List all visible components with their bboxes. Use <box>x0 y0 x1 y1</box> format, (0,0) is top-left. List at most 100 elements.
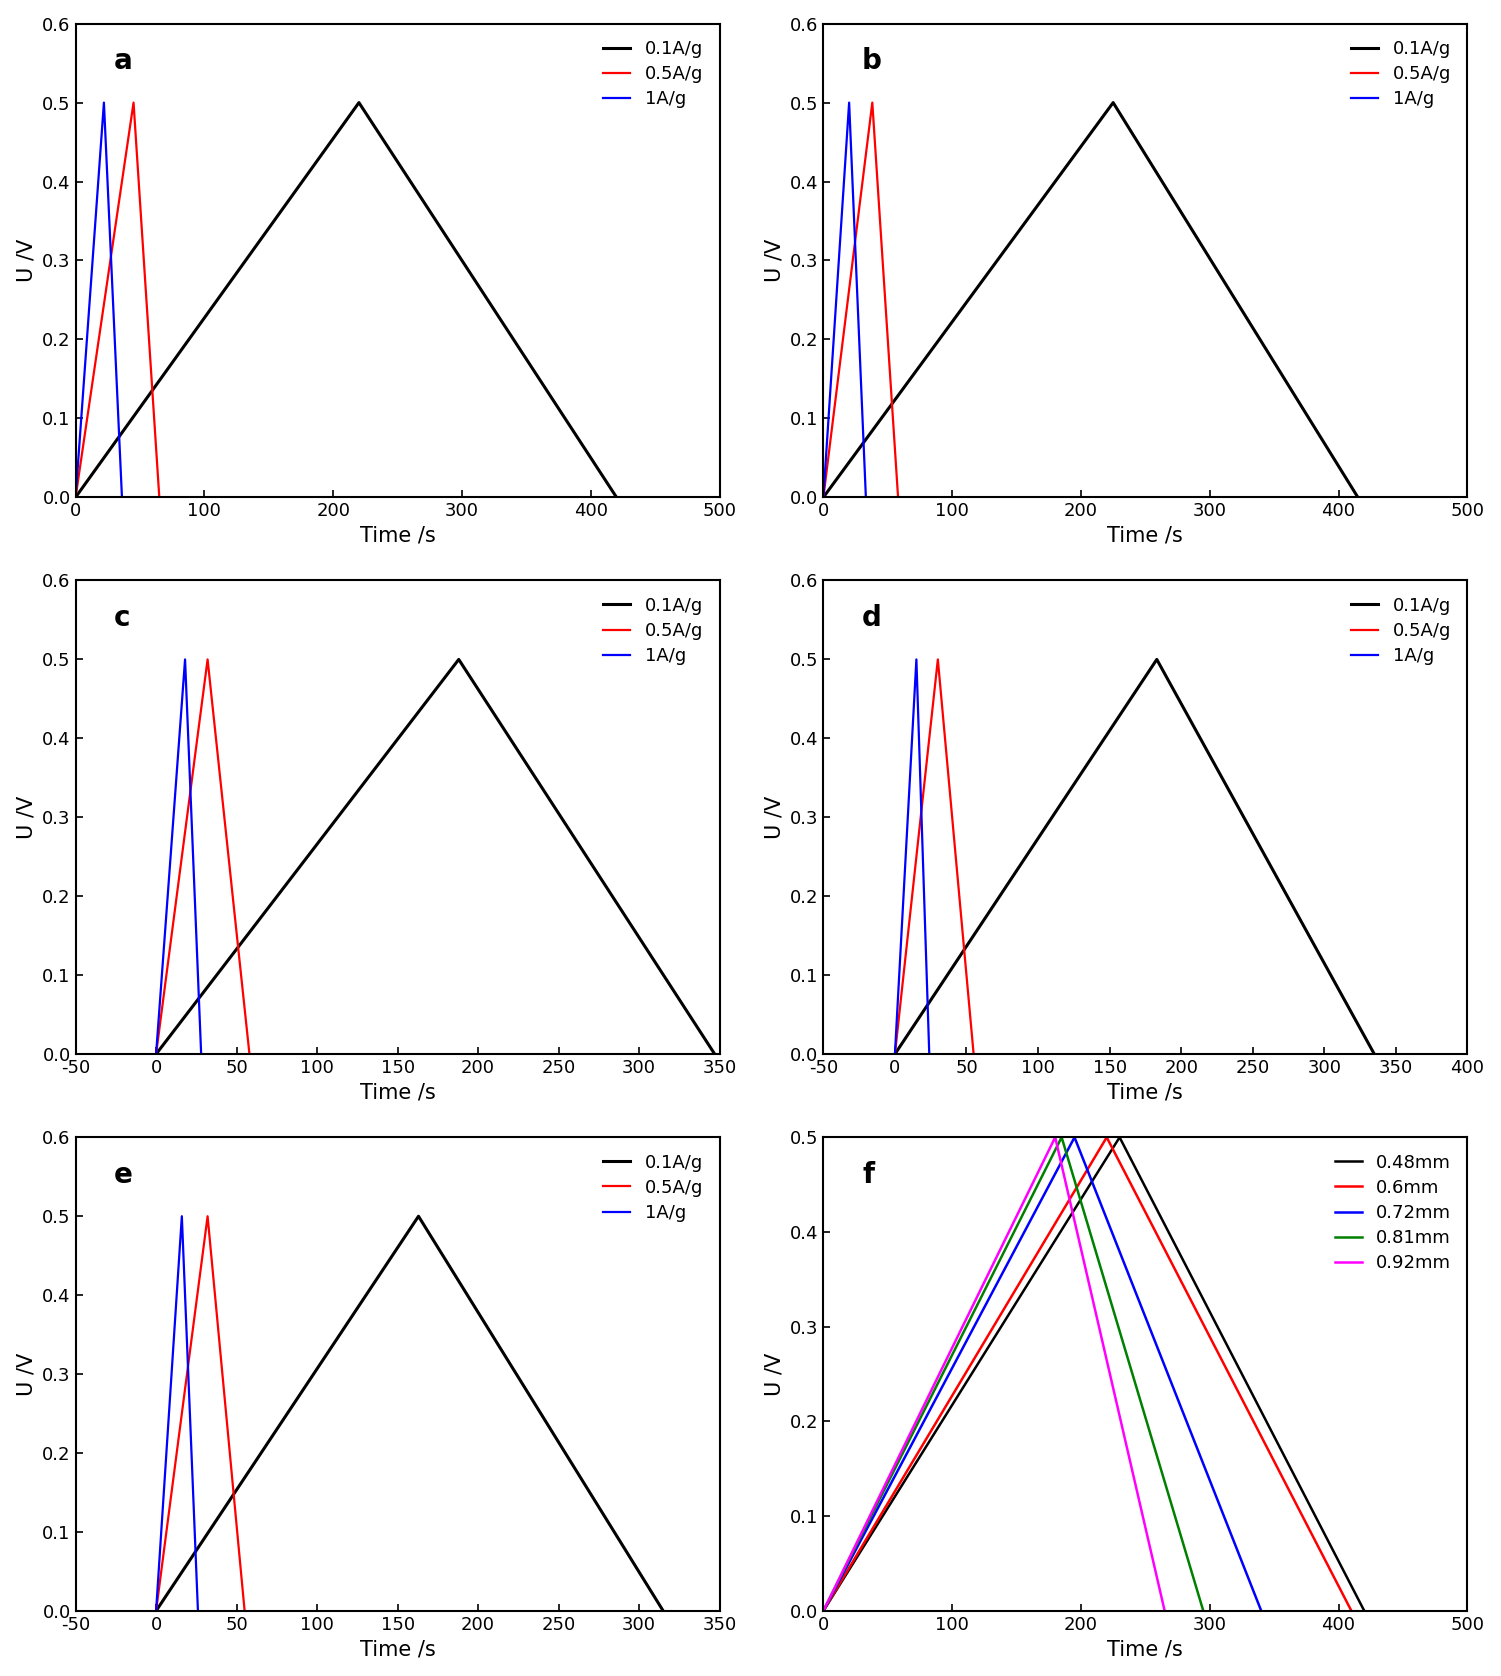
1A/g <box>66 488 84 508</box>
0.81mm <box>815 1601 833 1621</box>
0.5A/g <box>965 1044 983 1064</box>
X-axis label: Time /s: Time /s <box>360 1083 435 1103</box>
X-axis label: Time /s: Time /s <box>1108 1639 1183 1659</box>
0.1A/g <box>608 488 626 508</box>
Line: 0.5A/g: 0.5A/g <box>895 659 974 1054</box>
0.5A/g <box>236 1601 254 1621</box>
0.5A/g <box>147 1601 165 1621</box>
Legend: 0.1A/g, 0.5A/g, 1A/g: 0.1A/g, 0.5A/g, 1A/g <box>596 590 710 672</box>
0.1A/g <box>350 92 368 112</box>
Legend: 0.1A/g, 0.5A/g, 1A/g: 0.1A/g, 0.5A/g, 1A/g <box>596 34 710 116</box>
Y-axis label: U /V: U /V <box>17 1353 36 1396</box>
1A/g <box>815 488 833 508</box>
Text: b: b <box>862 47 883 75</box>
1A/g <box>192 1044 210 1064</box>
0.72mm <box>1252 1601 1270 1621</box>
0.1A/g <box>410 1207 428 1227</box>
Text: f: f <box>862 1161 874 1188</box>
1A/g <box>920 1044 938 1064</box>
Text: d: d <box>862 603 883 632</box>
Y-axis label: U /V: U /V <box>17 796 36 840</box>
0.6mm <box>1342 1601 1360 1621</box>
Line: 0.5A/g: 0.5A/g <box>75 102 159 498</box>
Line: 0.1A/g: 0.1A/g <box>156 659 714 1054</box>
1A/g <box>176 649 194 669</box>
1A/g <box>95 92 113 112</box>
0.1A/g <box>66 488 84 508</box>
1A/g <box>147 1601 165 1621</box>
0.92mm <box>1046 1128 1064 1148</box>
0.5A/g <box>889 488 907 508</box>
X-axis label: Time /s: Time /s <box>360 1639 435 1659</box>
0.6mm <box>815 1601 833 1621</box>
Line: 1A/g: 1A/g <box>895 659 929 1054</box>
Line: 0.5A/g: 0.5A/g <box>824 102 898 498</box>
0.5A/g <box>147 1044 165 1064</box>
0.1A/g <box>1105 92 1123 112</box>
Legend: 0.1A/g, 0.5A/g, 1A/g: 0.1A/g, 0.5A/g, 1A/g <box>596 1146 710 1229</box>
Line: 0.5A/g: 0.5A/g <box>156 1217 245 1611</box>
0.1A/g <box>1349 488 1367 508</box>
Line: 0.1A/g: 0.1A/g <box>156 1217 663 1611</box>
0.1A/g <box>886 1044 904 1064</box>
0.5A/g <box>198 1207 216 1227</box>
0.1A/g <box>450 649 468 669</box>
Text: a: a <box>114 47 134 75</box>
Line: 0.1A/g: 0.1A/g <box>75 102 617 498</box>
0.48mm <box>815 1601 833 1621</box>
1A/g <box>173 1207 191 1227</box>
Line: 0.92mm: 0.92mm <box>824 1138 1165 1611</box>
0.1A/g <box>147 1601 165 1621</box>
0.48mm <box>1355 1601 1373 1621</box>
0.5A/g <box>929 649 947 669</box>
1A/g <box>857 488 875 508</box>
Line: 0.72mm: 0.72mm <box>824 1138 1261 1611</box>
Y-axis label: U /V: U /V <box>764 240 785 282</box>
0.5A/g <box>240 1044 258 1064</box>
0.1A/g <box>705 1044 723 1064</box>
0.5A/g <box>125 92 143 112</box>
Line: 0.1A/g: 0.1A/g <box>824 102 1358 498</box>
0.5A/g <box>150 488 168 508</box>
X-axis label: Time /s: Time /s <box>1108 1083 1183 1103</box>
1A/g <box>886 1044 904 1064</box>
Text: c: c <box>114 603 131 632</box>
Line: 1A/g: 1A/g <box>824 102 866 498</box>
0.5A/g <box>863 92 881 112</box>
0.1A/g <box>654 1601 672 1621</box>
0.92mm <box>1156 1601 1174 1621</box>
1A/g <box>113 488 131 508</box>
Legend: 0.1A/g, 0.5A/g, 1A/g: 0.1A/g, 0.5A/g, 1A/g <box>1343 590 1459 672</box>
Line: 0.1A/g: 0.1A/g <box>895 659 1375 1054</box>
0.81mm <box>1052 1128 1070 1148</box>
Line: 1A/g: 1A/g <box>156 1217 198 1611</box>
0.1A/g <box>1366 1044 1384 1064</box>
0.92mm <box>815 1601 833 1621</box>
1A/g <box>189 1601 207 1621</box>
1A/g <box>908 649 926 669</box>
0.72mm <box>815 1601 833 1621</box>
X-axis label: Time /s: Time /s <box>1108 526 1183 546</box>
Line: 0.48mm: 0.48mm <box>824 1138 1364 1611</box>
Line: 0.5A/g: 0.5A/g <box>156 659 249 1054</box>
Y-axis label: U /V: U /V <box>17 240 36 282</box>
Line: 0.6mm: 0.6mm <box>824 1138 1351 1611</box>
Line: 1A/g: 1A/g <box>156 659 201 1054</box>
0.5A/g <box>886 1044 904 1064</box>
Line: 1A/g: 1A/g <box>75 102 122 498</box>
1A/g <box>841 92 859 112</box>
1A/g <box>147 1044 165 1064</box>
Legend: 0.1A/g, 0.5A/g, 1A/g: 0.1A/g, 0.5A/g, 1A/g <box>1343 34 1459 116</box>
0.81mm <box>1195 1601 1213 1621</box>
Legend: 0.48mm, 0.6mm, 0.72mm, 0.81mm, 0.92mm: 0.48mm, 0.6mm, 0.72mm, 0.81mm, 0.92mm <box>1327 1146 1459 1280</box>
X-axis label: Time /s: Time /s <box>360 526 435 546</box>
0.1A/g <box>1148 649 1166 669</box>
Text: e: e <box>114 1161 134 1188</box>
0.5A/g <box>198 649 216 669</box>
0.5A/g <box>815 488 833 508</box>
0.72mm <box>1066 1128 1084 1148</box>
0.6mm <box>1097 1128 1115 1148</box>
0.1A/g <box>815 488 833 508</box>
0.48mm <box>1111 1128 1129 1148</box>
0.5A/g <box>66 488 84 508</box>
